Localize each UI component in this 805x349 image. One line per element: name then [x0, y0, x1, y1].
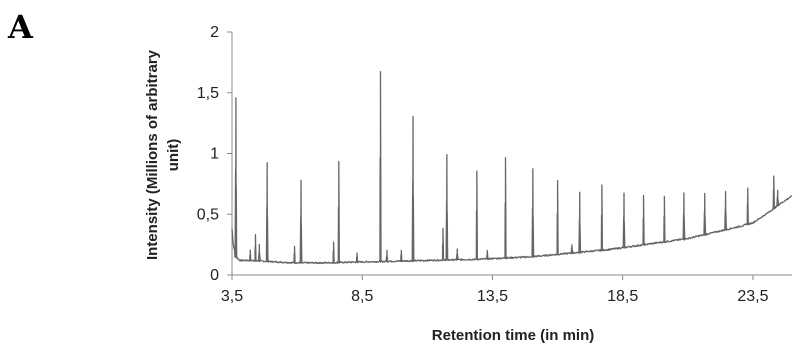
x-tick-label: 3,5 — [221, 288, 243, 305]
x-axis-title: Retention time (in min) — [432, 327, 595, 344]
y-tick-label: 0 — [210, 267, 219, 284]
y-tick-label: 2 — [210, 24, 219, 41]
y-axis-title-line1: Intensity (Millions of arbitrary — [144, 49, 161, 260]
x-tick-label: 8,5 — [351, 288, 373, 305]
y-tick-label: 1 — [210, 146, 219, 163]
x-tick-label: 23,5 — [737, 288, 768, 305]
panel-letter: A — [7, 8, 34, 46]
x-axis-ticks: 3,5 8,5 13,5 18,5 23,5 — [221, 275, 769, 305]
y-tick-label: 0,5 — [197, 206, 219, 223]
x-tick-label: 18,5 — [607, 288, 638, 305]
x-tick-label: 13,5 — [477, 288, 508, 305]
y-axis-title-line2: unit) — [165, 139, 182, 171]
chromatogram-line — [231, 70, 793, 265]
y-axis-ticks: 0 0,5 1 1,5 2 — [197, 24, 232, 284]
y-tick-label: 1,5 — [197, 85, 219, 102]
y-axis-title: Intensity (Millions of arbitrary unit) — [144, 49, 182, 260]
